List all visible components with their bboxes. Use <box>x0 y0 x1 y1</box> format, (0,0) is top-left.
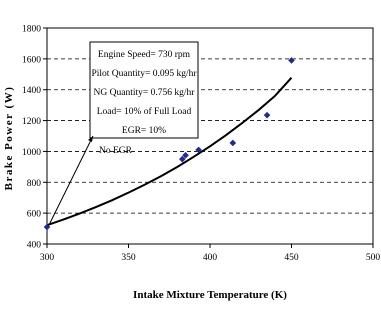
annotation-line-1: Engine Speed= 730 rpm <box>98 50 191 60</box>
data-point <box>195 146 202 154</box>
y-tick-label: 800 <box>27 179 42 189</box>
data-point <box>43 223 51 231</box>
annotation-box: Engine Speed= 730 rpm Pilot Quantity= 0.… <box>89 41 199 139</box>
data-point <box>178 155 186 163</box>
y-tick-label: 400 <box>27 241 42 251</box>
y-tick-label: 1400 <box>22 86 41 96</box>
data-points <box>43 57 295 231</box>
no-egr-label: No EGR <box>99 146 133 156</box>
data-point <box>263 111 271 119</box>
annotation-line-5: EGR= 10% <box>122 126 166 136</box>
y-tick-labels: 400 600 800 1000 1200 1400 1600 1800 <box>22 25 47 251</box>
annotation-line-3: NG Quantity= 0.756 kg/hr <box>94 88 196 98</box>
y-tick-label: 1800 <box>22 25 41 35</box>
data-point <box>229 139 237 147</box>
annotation-line-2: Pilot Quantity= 0.095 kg/hr <box>91 69 197 79</box>
y-axis-title: Brake Power (W) <box>3 86 15 191</box>
data-point <box>288 57 295 64</box>
y-tick-label: 1000 <box>22 148 41 158</box>
x-tick-label: 400 <box>203 253 218 263</box>
data-point <box>182 151 189 159</box>
x-tick-label: 350 <box>121 253 136 263</box>
y-tick-label: 1600 <box>22 55 41 65</box>
trendline-layer <box>46 77 293 227</box>
trendline <box>46 77 293 227</box>
x-tick-label: 450 <box>284 253 299 263</box>
y-tick-label: 1200 <box>22 117 41 127</box>
x-tick-label: 300 <box>40 253 55 263</box>
annotation-line-4: Load= 10% of Full Load <box>97 106 192 117</box>
x-tick-labels: 300 350 400 450 500 <box>40 244 381 263</box>
no-egr-arrow <box>48 135 94 226</box>
y-tick-label: 600 <box>27 210 42 220</box>
grid-layer <box>47 58 373 214</box>
x-axis-title: Intake Mixture Temperature (K) <box>133 289 287 301</box>
x-tick-label: 500 <box>366 253 381 263</box>
